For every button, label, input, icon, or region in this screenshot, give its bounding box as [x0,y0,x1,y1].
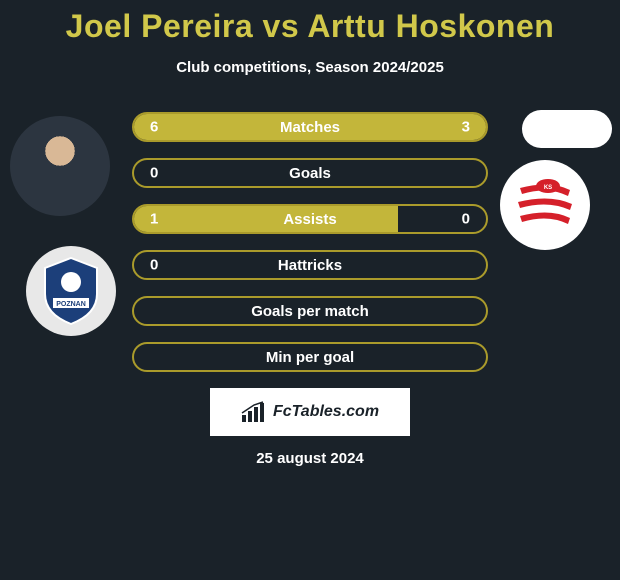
bar-value-left: 0 [150,165,158,182]
comparison-content: POZNAN KS 6 3 Matches 0 Goals 1 0 Assists 0 Hattr… [0,112,620,467]
brand-text: FcTables.com [273,403,379,421]
chart-icon [241,401,267,423]
bar-fill-left [134,206,398,232]
footer-date: 25 august 2024 [0,450,620,467]
bar-value-left: 0 [150,257,158,274]
bar-label: Hattricks [278,257,342,274]
bar-value-right: 0 [462,211,470,228]
bar-value-left: 1 [150,211,158,228]
shield-icon: POZNAN [41,256,101,326]
bar-row: 0 Goals [132,158,488,188]
brand-logo: FcTables.com [210,388,410,436]
bar-value-right: 3 [462,119,470,136]
bar-row: 0 Hattricks [132,250,488,280]
player-left-avatar [10,116,110,216]
player-right-avatar [522,110,612,148]
bar-label: Min per goal [266,349,354,366]
stripes-icon: KS [510,170,580,240]
svg-text:POZNAN: POZNAN [56,301,86,308]
page-title: Joel Pereira vs Arttu Hoskonen [0,0,620,45]
bar-label: Goals [289,165,331,182]
svg-text:KS: KS [544,185,552,191]
bar-value-left: 6 [150,119,158,136]
bar-row: 1 0 Assists [132,204,488,234]
bar-row: 6 3 Matches [132,112,488,142]
club-right-badge: KS [500,160,590,250]
bar-row: Min per goal [132,342,488,372]
bar-label: Matches [280,119,340,136]
comparison-bars: 6 3 Matches 0 Goals 1 0 Assists 0 Hattricks Goals … [132,112,488,372]
club-left-badge: POZNAN [26,246,116,336]
bar-label: Goals per match [251,303,369,320]
page-subtitle: Club competitions, Season 2024/2025 [0,59,620,76]
bar-row: Goals per match [132,296,488,326]
bar-label: Assists [283,211,336,228]
